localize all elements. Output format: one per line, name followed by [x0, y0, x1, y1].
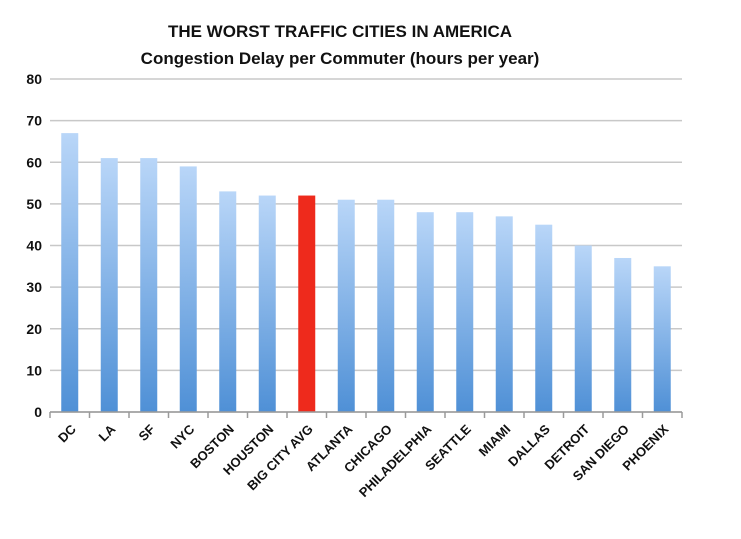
x-category-label: DC [55, 421, 79, 445]
bar-la [100, 158, 118, 412]
y-axis-ticks: 0 10 20 30 40 50 60 70 80 [26, 71, 42, 420]
bar-sf [140, 158, 158, 412]
x-axis [49, 411, 683, 418]
bar-houston [258, 195, 276, 412]
bar-chicago [377, 199, 395, 412]
y-tick-label: 50 [26, 196, 42, 212]
chart-subtitle: Congestion Delay per Commuter (hours per… [141, 49, 540, 68]
y-tick-label: 60 [26, 154, 42, 170]
x-category-label: NYC [167, 421, 197, 451]
bar-detroit [574, 245, 592, 412]
bar-philadelphia [416, 212, 434, 412]
y-tick-label: 20 [26, 321, 42, 337]
bar-nyc [179, 166, 197, 412]
bar-boston [219, 191, 237, 412]
x-category-label: SF [136, 421, 158, 443]
x-category-label: LA [96, 421, 119, 444]
y-tick-label: 80 [26, 71, 42, 87]
y-tick-label: 40 [26, 238, 42, 254]
y-tick-label: 70 [26, 113, 42, 129]
bar-big-city-avg [298, 195, 316, 412]
x-category-label: MIAMI [476, 422, 514, 460]
bar-miami [495, 216, 513, 412]
bar-dc [61, 133, 79, 413]
bars [61, 133, 671, 413]
bar-atlanta [337, 199, 355, 412]
bar-dallas [535, 224, 553, 412]
bar-seattle [456, 212, 474, 412]
y-tick-label: 10 [26, 362, 42, 378]
bar-phoenix [653, 266, 671, 412]
bar-san-diego [614, 257, 632, 412]
chart-title: THE WORST TRAFFIC CITIES IN AMERICA [168, 22, 512, 41]
y-tick-label: 0 [34, 404, 42, 420]
y-tick-label: 30 [26, 279, 42, 295]
